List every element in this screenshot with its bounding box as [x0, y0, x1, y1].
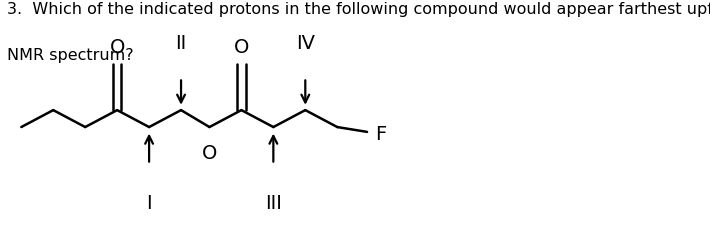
Text: 3.  Which of the indicated protons in the following compound would appear farthe: 3. Which of the indicated protons in the… — [7, 2, 710, 17]
Text: O: O — [234, 38, 249, 57]
Text: O: O — [202, 144, 217, 163]
Text: III: III — [265, 194, 282, 213]
Text: II: II — [175, 34, 187, 53]
Text: IV: IV — [296, 34, 315, 53]
Text: O: O — [109, 38, 125, 57]
Text: F: F — [376, 125, 387, 144]
Text: NMR spectrum?: NMR spectrum? — [7, 48, 133, 63]
Text: I: I — [146, 194, 152, 213]
